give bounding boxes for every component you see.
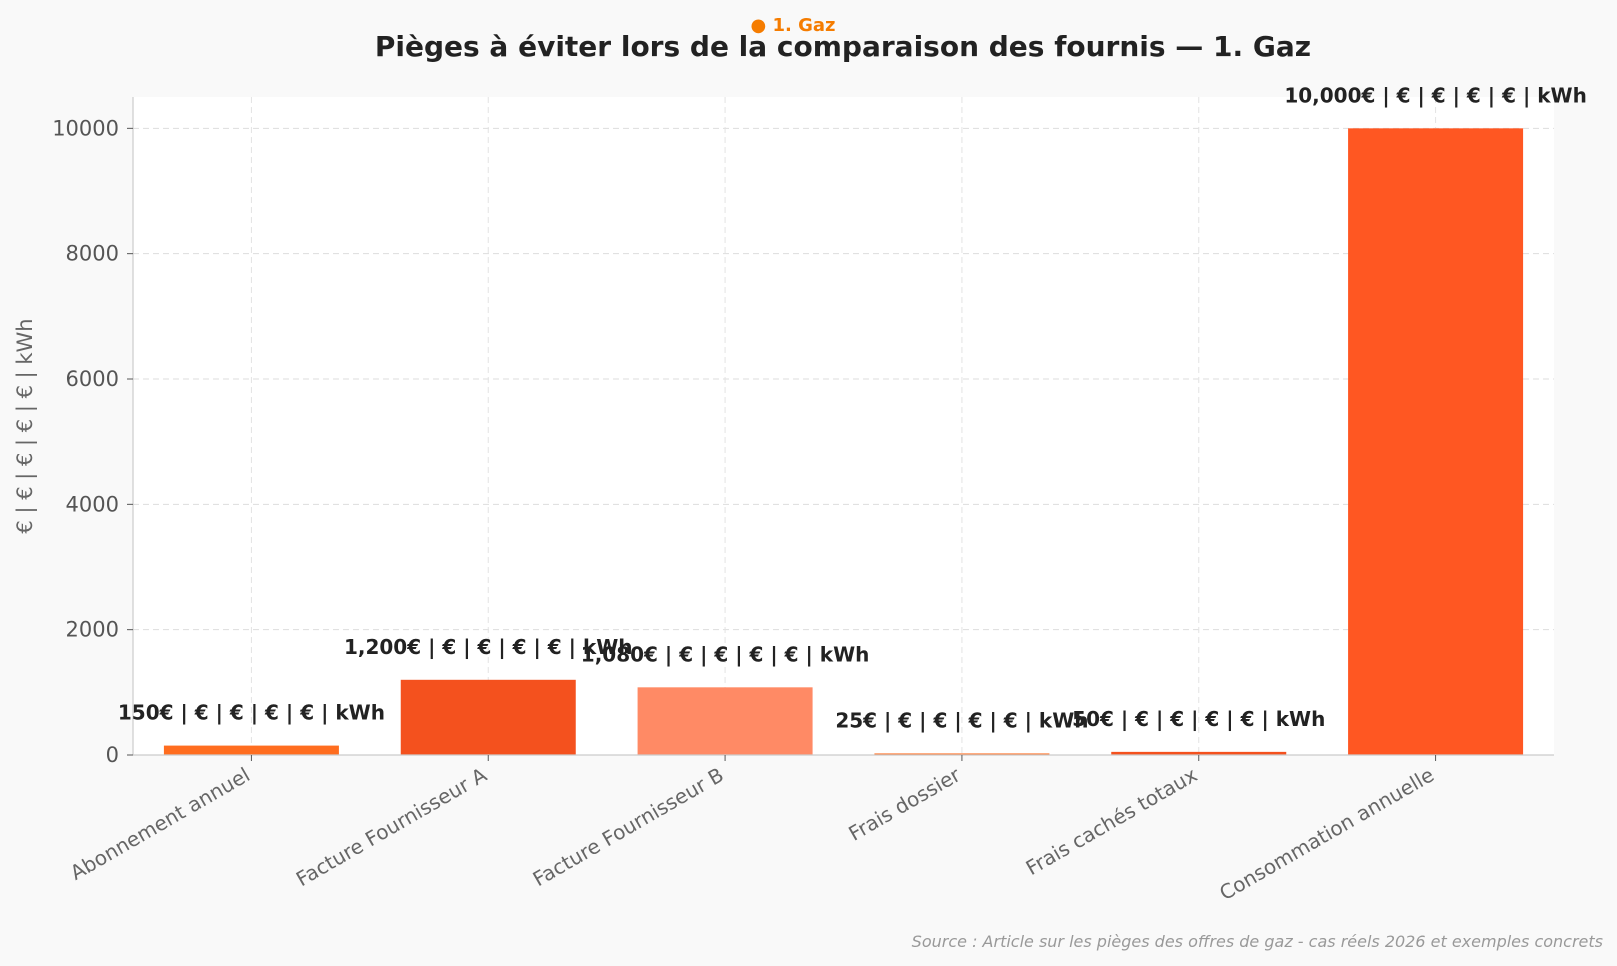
x-tick-label: Abonnement annuel — [66, 763, 254, 885]
data-label: 1,080€ | € | € | € | € | kWh — [581, 642, 870, 666]
x-tick-label: Frais dossier — [844, 762, 965, 846]
y-axis-ticks: 0 2000 4000 6000 8000 10000 — [52, 116, 133, 767]
x-tick-label: Facture Fournisseur B — [529, 763, 728, 892]
y-tick-label: 4000 — [66, 492, 119, 516]
axes — [132, 97, 1554, 756]
y-tick-label: 8000 — [66, 242, 119, 266]
chart-tag: ● 1. Gaz — [751, 15, 836, 36]
bar — [637, 687, 813, 755]
plot-background — [133, 97, 1554, 755]
data-label: 25€ | € | € | € | € | kWh — [835, 708, 1088, 732]
y-axis-label: € | € | € | € | € | kWh — [13, 318, 38, 533]
data-labels: 150€ | € | € | € | € | kWh 1,200€ | € | €… — [118, 83, 1587, 732]
x-tick-label: Consommation annuelle — [1215, 763, 1438, 906]
bar — [400, 679, 576, 755]
data-label: 10,000€ | € | € | € | € | kWh — [1284, 83, 1587, 107]
y-tick-label: 6000 — [66, 367, 119, 391]
y-tick-label: 10000 — [52, 116, 119, 140]
bar — [1348, 128, 1524, 756]
y-tick-label: 0 — [106, 743, 119, 767]
chart-title: Pièges à éviter lors de la comparaison d… — [375, 30, 1311, 63]
data-label: 50€ | € | € | € | € | kWh — [1072, 707, 1325, 731]
x-axis-ticks: Abonnement annuel Facture Fournisseur A Fa… — [66, 755, 1438, 905]
plot-area: 0 2000 4000 6000 8000 10000 Abonnement annuel… — [52, 83, 1587, 905]
x-tick-label: Facture Fournisseur A — [292, 762, 491, 891]
data-label: 1,200€ | € | € | € | € | kWh — [344, 635, 633, 659]
bar — [163, 745, 339, 755]
x-tick-label: Frais cachés totaux — [1022, 762, 1202, 880]
bars — [163, 128, 1524, 756]
y-tick-label: 2000 — [66, 618, 119, 642]
data-label: 150€ | € | € | € | € | kWh — [118, 701, 385, 725]
source-note: Source : Article sur les pièges des offr… — [912, 932, 1603, 951]
bar — [874, 753, 1050, 755]
bar — [1111, 751, 1287, 755]
